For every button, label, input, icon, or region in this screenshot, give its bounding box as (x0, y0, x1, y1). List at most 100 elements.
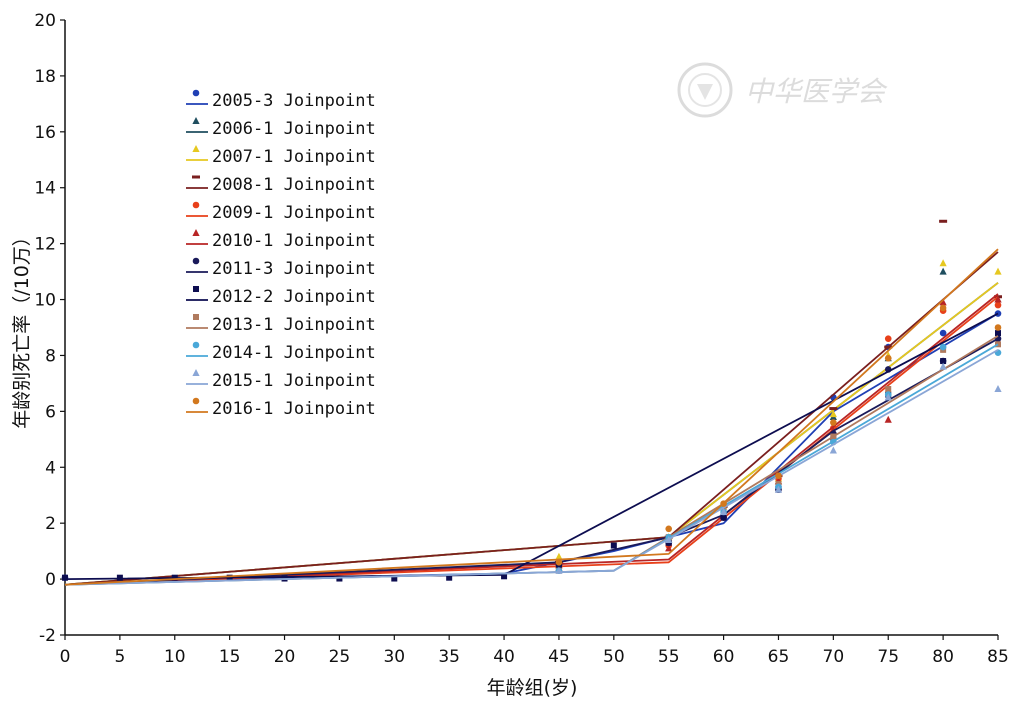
x-tick-label: 50 (603, 647, 625, 667)
legend-marker (192, 145, 200, 152)
x-tick-label: 35 (438, 647, 460, 667)
legend-item: 2012-2 Joinpoint (186, 286, 376, 307)
observed-point (995, 341, 1001, 348)
observed-point (775, 472, 782, 479)
legend-label: 2005-3 Joinpoint (212, 91, 376, 111)
observed-point (720, 514, 727, 521)
y-tick-label: 18 (34, 67, 56, 87)
x-tick-label: 10 (164, 647, 186, 667)
legend-label: 2013-1 Joinpoint (212, 315, 376, 335)
x-tick-label: 60 (713, 647, 735, 667)
observed-point (829, 446, 837, 454)
series-2012-2 (62, 312, 1001, 582)
watermark: 中华医学会 (677, 62, 888, 118)
joinpoint-line (64, 251, 999, 586)
legend-label: 2009-1 Joinpoint (212, 203, 376, 223)
legend-marker (192, 175, 200, 179)
legend: 2005-3 Joinpoint 2006-1 Joinpoint 2007-1 J… (186, 89, 376, 419)
legend-item: 2011-3 Joinpoint (186, 257, 376, 279)
joinpoint-line (64, 296, 999, 586)
legend-label: 2016-1 Joinpoint (212, 399, 376, 419)
legend-item: 2015-1 Joinpoint (186, 369, 376, 391)
legend-marker (192, 397, 200, 405)
x-tick-label: 85 (987, 647, 1009, 667)
observed-point (116, 574, 123, 581)
legend-item: 2008-1 Joinpoint (186, 175, 376, 195)
joinpoint-line (64, 248, 999, 586)
observed-point (995, 330, 1001, 337)
legend-label: 2014-1 Joinpoint (212, 343, 376, 363)
observed-point (884, 354, 892, 362)
series-2016-1 (64, 248, 1002, 586)
x-tick-label: 30 (383, 647, 405, 667)
legend-marker (192, 117, 200, 124)
observed-point (555, 566, 563, 574)
y-tick-label: 2 (45, 514, 56, 534)
watermark-text: 中华医学会 (745, 75, 888, 108)
y-tick-label: 4 (45, 458, 56, 478)
observed-point (884, 345, 893, 349)
x-tick-label: 80 (932, 647, 954, 667)
observed-point (665, 544, 673, 552)
x-tick-label: 15 (219, 647, 241, 667)
observed-point (501, 573, 508, 580)
series-2010-1 (64, 293, 1002, 586)
legend-item: 2016-1 Joinpoint (186, 397, 376, 419)
legend-label: 2010-1 Joinpoint (212, 231, 376, 251)
x-tick-label: 20 (274, 647, 296, 667)
legend-item: 2007-1 Joinpoint (186, 145, 376, 167)
x-tick-label: 75 (877, 647, 899, 667)
observed-point (939, 267, 947, 275)
legend-label: 2007-1 Joinpoint (212, 147, 376, 167)
observed-point (939, 298, 947, 306)
observed-point (62, 574, 68, 581)
joinpoint-line (64, 293, 999, 586)
x-tick-label: 70 (823, 647, 845, 667)
observed-point (884, 415, 892, 423)
legend-item: 2009-1 Joinpoint (186, 201, 376, 223)
series-layer (61, 219, 1002, 586)
legend-item: 2010-1 Joinpoint (186, 229, 376, 251)
legend-marker (192, 229, 200, 236)
observed-point (939, 329, 947, 337)
x-tick-label: 25 (329, 647, 351, 667)
observed-point (939, 259, 947, 267)
legend-marker (193, 314, 199, 320)
observed-point (720, 500, 727, 507)
y-tick-label: 0 (45, 570, 56, 590)
legend-item: 2005-3 Joinpoint (186, 89, 376, 111)
observed-point (446, 574, 453, 581)
joinpoint-line (64, 312, 999, 586)
observed-point (885, 386, 892, 392)
observed-point (391, 575, 398, 582)
y-tick-label: 8 (45, 346, 56, 366)
y-tick-label: 12 (34, 235, 56, 255)
x-tick-label: 45 (548, 647, 570, 667)
y-tick-label: 6 (45, 402, 56, 422)
observed-point (939, 362, 947, 370)
observed-point (940, 358, 947, 365)
x-tick-label: 5 (114, 647, 125, 667)
series-2007-1 (64, 259, 1002, 586)
observed-point (939, 219, 948, 223)
observed-point (555, 552, 563, 560)
x-tick-label: 0 (60, 647, 71, 667)
y-tick-label: -2 (39, 626, 56, 646)
legend-label: 2015-1 Joinpoint (212, 371, 376, 391)
legend-label: 2006-1 Joinpoint (212, 119, 376, 139)
legend-label: 2011-3 Joinpoint (212, 259, 376, 279)
x-tick-label: 55 (658, 647, 680, 667)
series-2006-1 (64, 267, 1002, 586)
joinpoint-line (64, 312, 999, 580)
joinpoint-line (64, 337, 999, 586)
observed-point (830, 419, 837, 426)
observed-point (884, 393, 892, 401)
legend-item: 2006-1 Joinpoint (186, 117, 376, 139)
observed-point (994, 324, 1002, 331)
legend-marker (193, 286, 199, 292)
observed-point (665, 535, 673, 543)
series-2005-3 (61, 310, 1002, 586)
observed-point (555, 559, 563, 566)
y-tick-label: 16 (34, 123, 56, 143)
watermark-seal-icon (677, 62, 733, 118)
